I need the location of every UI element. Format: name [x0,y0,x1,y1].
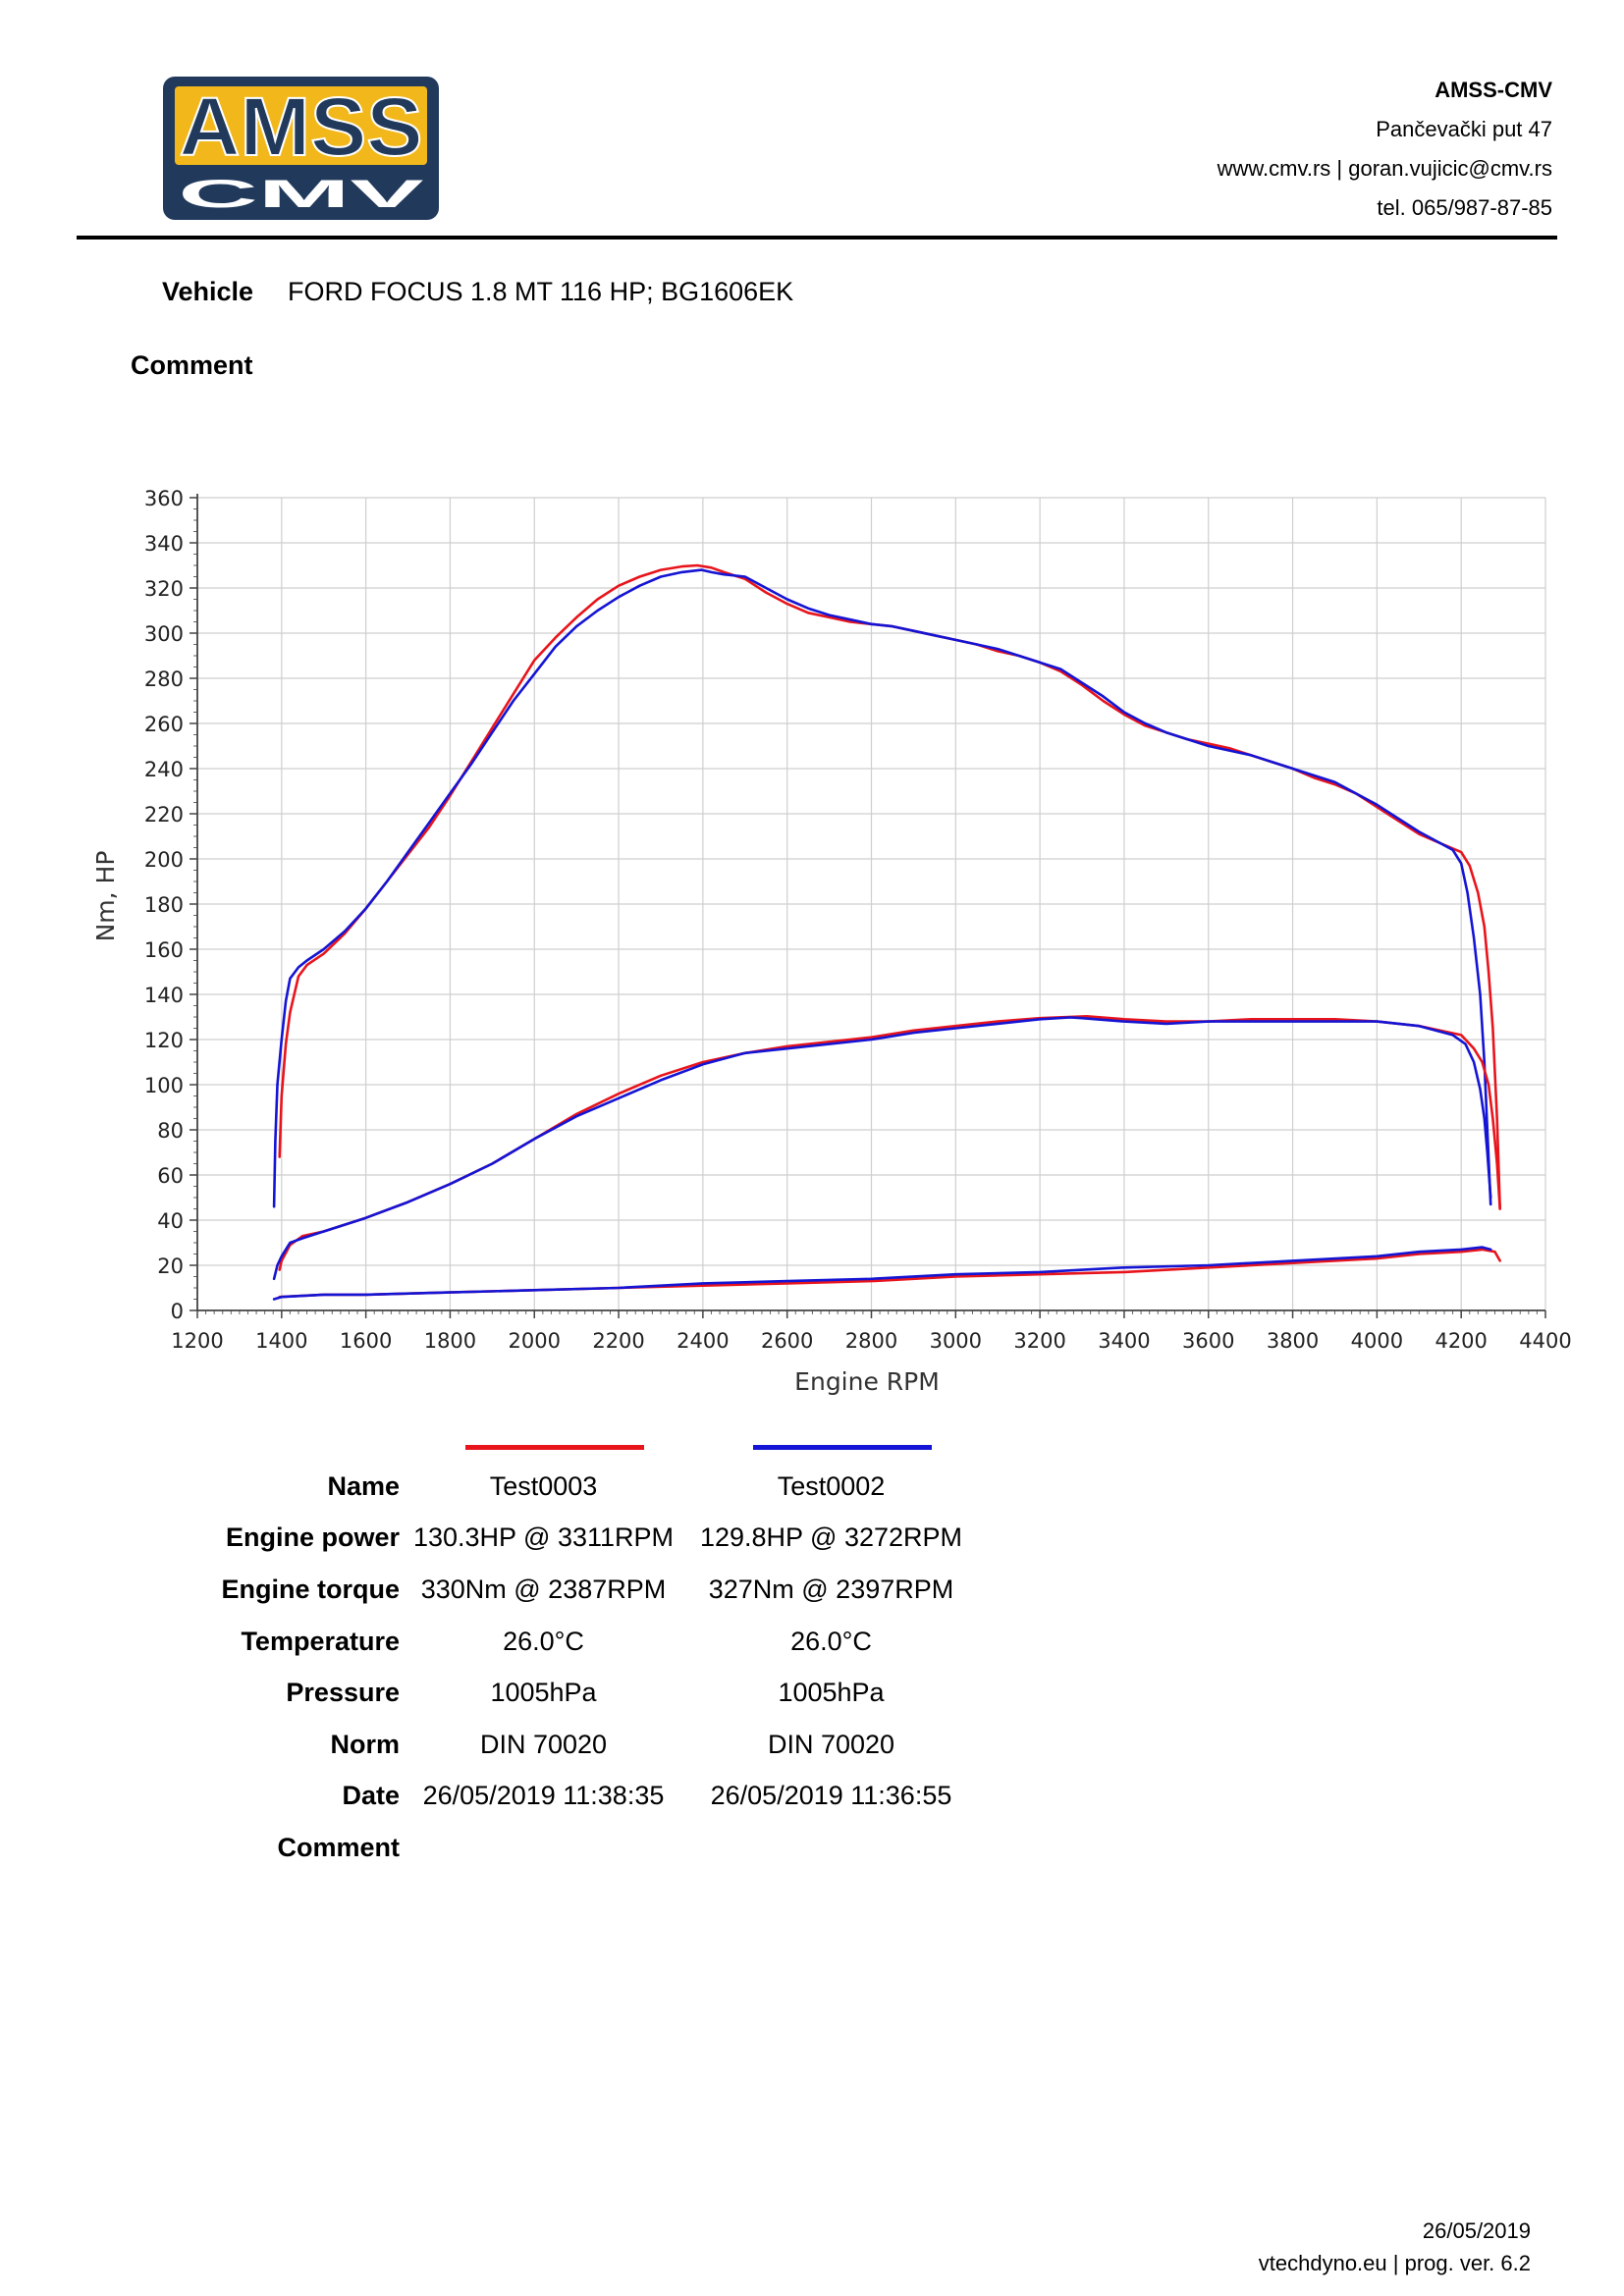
chart-grid [196,497,1546,1311]
results-value-test0003: DIN 70020 [479,1729,608,1759]
results-value-test0003: 1005hPa [490,1678,597,1708]
company-address: Pančevački put 47 [1376,117,1552,141]
x-tick-label: 1800 [424,1329,476,1353]
series-line-test0002-loss [272,1246,1492,1301]
x-tick-label: 4000 [1351,1329,1403,1353]
results-row: Date 26/05/2019 11:38:35 26/05/2019 11:36:… [196,1771,975,1823]
results-value-test0003: 26/05/2019 11:38:35 [422,1781,665,1811]
series-line-test0002-torque [272,568,1492,1208]
comment-label: Comment [131,350,253,380]
y-tick-label: 160 [144,938,184,962]
series-line-test0003-torque [278,563,1501,1210]
y-tick-label: 320 [144,577,184,601]
x-tick-label: 4400 [1519,1329,1571,1353]
results-row: Temperature 26.0°C 26.0°C [196,1616,975,1668]
x-tick-label: 3800 [1267,1329,1319,1353]
results-row: Name Test0003 Test0002 [196,1461,975,1513]
y-tick-label: 20 [157,1255,184,1278]
header-divider [77,236,1557,240]
series-line-test0002-power [272,1016,1492,1281]
x-tick-label: 2400 [677,1329,729,1353]
x-tick-label: 3000 [930,1329,982,1353]
y-tick-label: 40 [157,1209,184,1233]
results-value-test0002: DIN 70020 [767,1729,895,1759]
logo-panel [175,86,427,165]
results-value-test0002: 129.8HP @ 3272RPM [699,1522,963,1553]
results-value-test0002: 1005hPa [778,1678,885,1708]
footer-date: 26/05/2019 [1422,2218,1531,2243]
series-line-test0003-power [278,1015,1501,1271]
results-value-test0003: 26.0°C [503,1626,584,1656]
y-tick-label: 340 [144,532,184,556]
results-value-test0002: Test0002 [777,1470,886,1501]
y-tick-label: 280 [144,667,184,691]
results-row-label: Name [327,1470,400,1501]
y-tick-label: 180 [144,893,184,917]
x-tick-label: 2600 [761,1329,813,1353]
x-tick-label: 3200 [1013,1329,1065,1353]
results-row: Norm DIN 70020 DIN 70020 [196,1719,975,1771]
results-row-label: Pressure [286,1678,400,1708]
y-tick-label: 220 [144,803,184,827]
company-web-email: www.cmv.rs | goran.vujicic@cmv.rs [1217,156,1552,181]
logo-text-amss: AMSS [180,80,423,173]
results-row-label: Engine torque [221,1574,401,1604]
results-value-test0003: 330Nm @ 2387RPM [420,1574,667,1604]
results-value-test0002: 327Nm @ 2397RPM [708,1574,954,1604]
series-line-test0003-loss [278,1248,1501,1299]
results-row: Engine torque 330Nm @ 2387RPM 327Nm @ 2397… [196,1564,975,1616]
x-tick-label: 1400 [255,1329,307,1353]
results-value-test0002: 26.0°C [790,1626,872,1656]
results-row: Engine power 130.3HP @ 3311RPM 129.8HP @ 3… [196,1513,975,1565]
company-name: AMSS-CMV [1435,78,1552,102]
x-axis-label: Engine RPM [794,1367,940,1396]
chart-series [272,563,1501,1301]
y-tick-label: 240 [144,758,184,781]
x-tick-label: 4200 [1435,1329,1487,1353]
results-value-test0003 [400,1822,687,1874]
results-row-label: Comment [277,1832,400,1862]
vehicle-label: Vehicle [162,277,254,306]
y-tick-label: 0 [171,1300,184,1323]
results-row: Comment [196,1822,975,1874]
y-tick-label: 120 [144,1029,184,1052]
results-value-test0002: 26/05/2019 11:36:55 [710,1781,952,1811]
footer-program-version: vtechdyno.eu | prog. ver. 6.2 [1258,2251,1531,2275]
y-tick-label: 100 [144,1074,184,1097]
results-row-label: Date [342,1781,400,1811]
results-value-test0003: Test0003 [489,1470,598,1501]
x-tick-label: 1200 [171,1329,223,1353]
y-tick-label: 60 [157,1164,184,1188]
y-tick-label: 300 [144,622,184,646]
x-tick-label: 2800 [845,1329,897,1353]
y-axis-label: Nm, HP [91,851,120,942]
y-tick-label: 140 [144,984,184,1007]
y-tick-label: 360 [144,487,184,510]
amss-cmv-logo: AMSS CMV [163,77,439,220]
legend-swatch-test0003 [465,1445,644,1450]
vehicle-value: FORD FOCUS 1.8 MT 116 HP; BG1606EK [288,277,794,306]
y-tick-label: 80 [157,1119,184,1143]
results-row-label: Temperature [241,1626,400,1656]
results-value-test0002 [687,1822,975,1874]
results-row: Pressure 1005hPa 1005hPa [196,1667,975,1719]
legend-swatch-test0002 [753,1445,932,1450]
x-tick-label: 1600 [340,1329,392,1353]
x-tick-label: 3600 [1182,1329,1234,1353]
results-row-label: Engine power [225,1522,400,1553]
x-tick-label: 2000 [509,1329,561,1353]
results-table: Name Test0003 Test0002 Engine power 130.3HP … [196,1461,975,1874]
company-phone: tel. 065/987-87-85 [1377,195,1552,220]
results-row-label: Norm [330,1729,400,1759]
x-tick-label: 2200 [592,1329,644,1353]
y-tick-label: 260 [144,713,184,736]
results-value-test0003: 130.3HP @ 3311RPM [412,1522,675,1553]
chart-axes: 0 20 40 60 80 100 120 140 160 180 200 220 240 260 280 3… [144,487,1572,1353]
x-tick-label: 3400 [1098,1329,1150,1353]
logo-text-cmv: CMV [179,173,425,216]
y-tick-label: 200 [144,848,184,872]
